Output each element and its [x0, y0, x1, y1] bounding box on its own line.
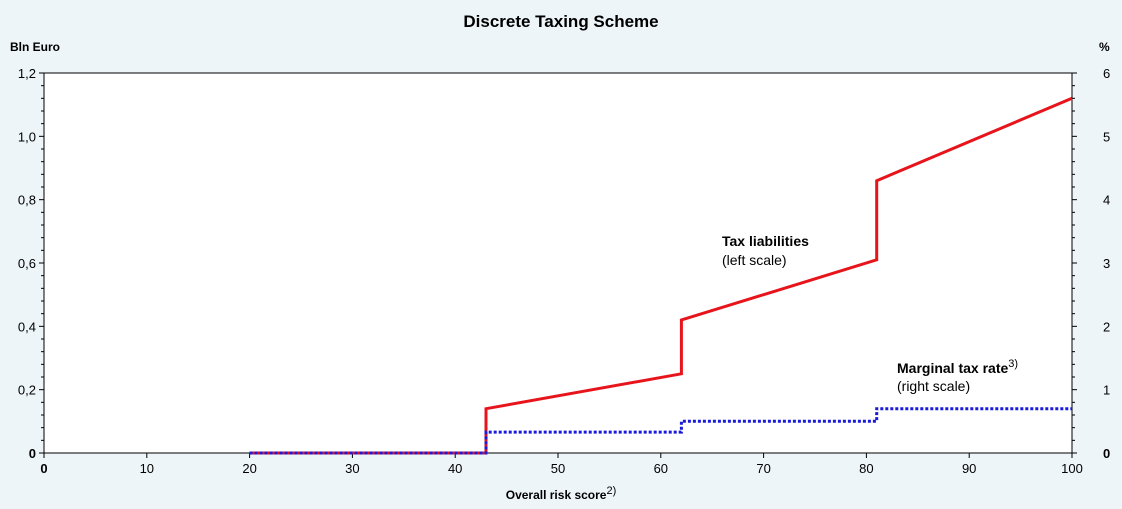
left-axis-unit: Bln Euro: [10, 40, 60, 54]
x-tick-label: 30: [345, 461, 359, 476]
y-right-tick-label: 5: [1103, 129, 1110, 144]
y-right-tick-label: 4: [1103, 193, 1110, 208]
y-left-tick-label: 1,2: [18, 66, 36, 81]
x-tick-label: 60: [654, 461, 668, 476]
x-tick-label: 20: [242, 461, 256, 476]
marginal-tax-rate-superscript: 3): [1008, 358, 1018, 370]
x-tick-label: 40: [448, 461, 462, 476]
marginal-tax-rate-label: Marginal tax rate3): [897, 358, 1018, 376]
y-right-tick-label: 3: [1103, 256, 1110, 271]
y-left-tick-label: 0,2: [18, 383, 36, 398]
tax-liabilities-note: (left scale): [722, 252, 787, 268]
x-tick-label: 0: [40, 461, 47, 476]
tax-liabilities-label: Tax liabilities: [722, 233, 809, 249]
marginal-tax-rate-note: (right scale): [897, 378, 970, 394]
y-left-tick-label: 0: [29, 446, 36, 461]
x-tick-label: 100: [1061, 461, 1083, 476]
y-left-tick-label: 0,4: [18, 319, 36, 334]
right-axis-unit: %: [1099, 40, 1110, 54]
x-tick-label: 80: [859, 461, 873, 476]
y-left-tick-label: 0,6: [18, 256, 36, 271]
x-tick-label: 90: [962, 461, 976, 476]
x-axis-label-text: Overall risk score: [506, 488, 607, 502]
chart-title: Discrete Taxing Scheme: [463, 12, 658, 31]
x-tick-label: 70: [756, 461, 770, 476]
y-right-tick-label: 2: [1103, 319, 1110, 334]
x-axis-label: Overall risk score2): [506, 485, 617, 502]
y-right-tick-label: 6: [1103, 66, 1110, 81]
y-right-tick-label: 1: [1103, 383, 1110, 398]
y-left-tick-label: 1,0: [18, 129, 36, 144]
x-axis-label-superscript: 2): [606, 485, 616, 497]
y-left-tick-label: 0,8: [18, 193, 36, 208]
marginal-tax-rate-name: Marginal tax rate: [897, 360, 1008, 376]
x-tick-label: 50: [551, 461, 565, 476]
x-tick-label: 10: [140, 461, 154, 476]
y-right-tick-label: 0: [1103, 446, 1110, 461]
